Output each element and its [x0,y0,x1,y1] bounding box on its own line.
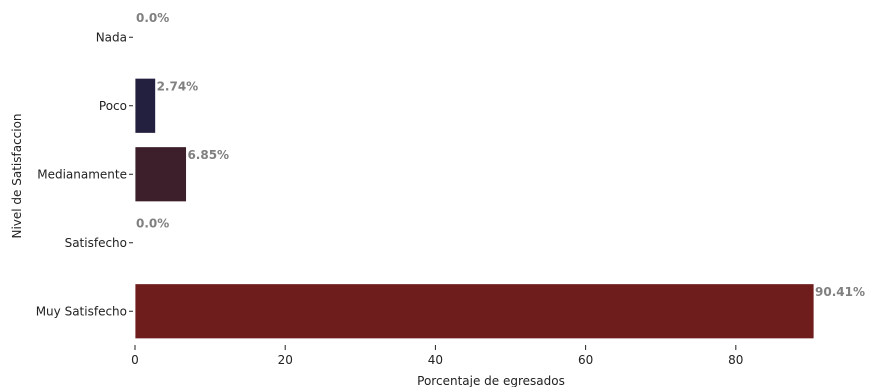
data-label-medianamente: 6.85% [187,148,229,162]
x-axis: 0 20 40 60 80 [131,345,743,367]
y-tick-label-nada: Nada [96,30,127,44]
y-tick-label-poco: Poco [99,99,127,113]
bar-medianamente [134,146,187,203]
plot-area: 0.0% 2.74% 6.85% 0.0% 90.41% [134,11,865,340]
y-tick-label-muy-satisfecho: Muy Satisfecho [36,304,127,318]
x-tick-label-0: 0 [131,353,139,367]
x-tick-label-60: 60 [578,353,593,367]
x-tick-label-80: 80 [728,353,743,367]
data-label-nada: 0.0% [136,11,169,25]
x-tick-label-20: 20 [278,353,293,367]
x-tick-label-40: 40 [428,353,443,367]
data-label-satisfecho: 0.0% [136,216,169,230]
x-axis-title: Porcentaje de egresados [417,374,565,387]
y-tick-label-medianamente: Medianamente [37,167,127,181]
bar-muy-satisfecho [134,283,815,340]
data-label-muy-satisfecho: 90.41% [815,285,865,299]
y-tick-label-satisfecho: Satisfecho [65,236,127,250]
y-axis: Nada Poco Medianamente Satisfecho Muy Satisf… [36,30,133,318]
data-label-poco: 2.74% [157,79,199,93]
bar-poco [134,77,156,134]
y-axis-title: Nivel de Satisfaccion [10,113,24,238]
